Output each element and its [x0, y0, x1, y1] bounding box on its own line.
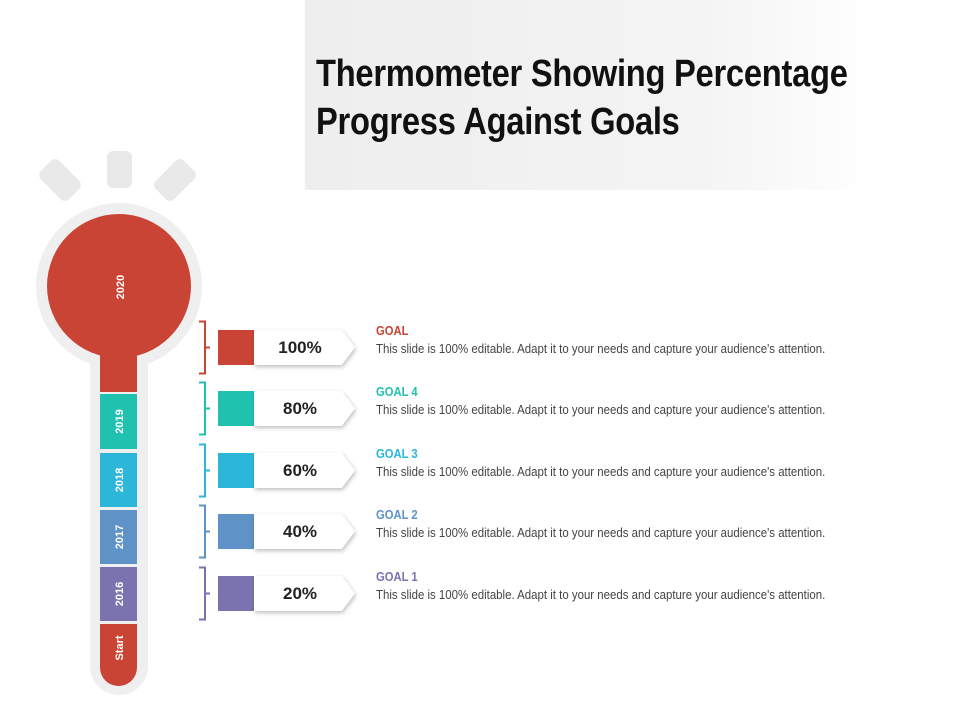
ray-right [154, 159, 196, 201]
goal-row: 80% GOAL 4 This slide is 100% editable. … [0, 381, 960, 441]
goal-percent-tag: 40% [254, 514, 355, 549]
goal-bracket [199, 566, 210, 621]
goal-title: GOAL 2 [376, 508, 418, 522]
goal-percent: 80% [282, 399, 318, 418]
goal-description: This slide is 100% editable. Adapt it to… [376, 402, 826, 417]
thermometer-neck [100, 330, 137, 392]
goal-percent: 100% [278, 338, 322, 357]
goal-title: GOAL [376, 324, 409, 338]
goal-color-swatch [218, 576, 254, 611]
thermometer-segment [100, 510, 137, 564]
goal-title: GOAL 3 [376, 447, 418, 461]
goal-percent: 60% [282, 461, 318, 480]
ray-center [107, 151, 132, 188]
segment-label: 2017 [114, 525, 126, 549]
title-panel [305, 0, 875, 190]
goal-percent-tag: 60% [254, 453, 355, 488]
thermometer-segment [100, 624, 137, 686]
segment-label: 2018 [114, 468, 126, 492]
goal-color-swatch [218, 330, 254, 365]
goal-bracket [199, 320, 210, 375]
goal-row: 40% GOAL 2 This slide is 100% editable. … [0, 504, 960, 564]
goal-description: This slide is 100% editable. Adapt it to… [376, 464, 826, 479]
goal-bracket [199, 381, 210, 436]
segment-label: 2016 [114, 582, 126, 606]
goal-row: 60% GOAL 3 This slide is 100% editable. … [0, 443, 960, 503]
goal-color-swatch [218, 514, 254, 549]
goal-bracket [199, 504, 210, 559]
thermometer: 2019 2018 2017 2016 Start 2020 [36, 151, 202, 695]
thermometer-segment [100, 567, 137, 621]
goal-percent-tag: 20% [254, 576, 355, 611]
thermometer-segment [100, 394, 137, 449]
goal-title: GOAL 4 [376, 385, 418, 399]
goal-percent: 40% [282, 522, 318, 541]
goal-color-swatch [218, 453, 254, 488]
goal-description: This slide is 100% editable. Adapt it to… [376, 525, 826, 540]
goal-percent: 20% [282, 584, 318, 603]
ray-left [39, 159, 81, 201]
goal-color-swatch [218, 391, 254, 426]
segment-label: Start [114, 635, 126, 660]
bulb-label: 2020 [115, 275, 127, 299]
goal-row: 100% GOAL This slide is 100% editable. A… [0, 320, 960, 380]
page-title: Thermometer Showing Percentage Progress … [316, 53, 848, 143]
goal-title: GOAL 1 [376, 570, 418, 584]
goal-row: 20% GOAL 1 This slide is 100% editable. … [0, 566, 960, 626]
goal-percent-tag: 80% [254, 391, 355, 426]
goal-description: This slide is 100% editable. Adapt it to… [376, 341, 826, 356]
goal-description: This slide is 100% editable. Adapt it to… [376, 587, 826, 602]
thermometer-segment [100, 453, 137, 507]
goal-bracket [199, 443, 210, 498]
goal-percent-tag: 100% [254, 330, 355, 365]
segment-label: 2019 [114, 409, 126, 433]
thermometer-bulb [47, 214, 191, 358]
